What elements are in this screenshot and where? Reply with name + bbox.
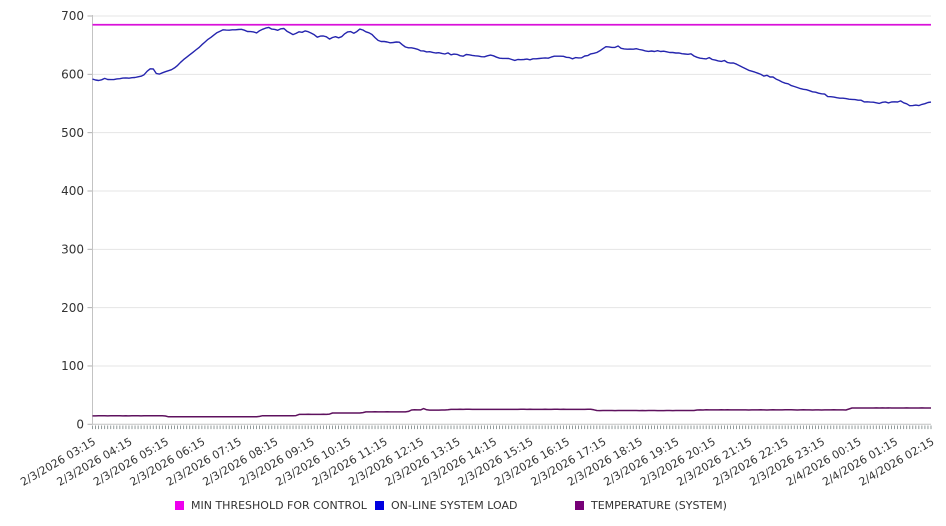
legend-label-online-system-load: ON-LINE SYSTEM LOAD [391, 498, 518, 512]
legend: MIN THRESHOLD FOR CONTROL ON-LINE SYSTEM… [0, 499, 946, 513]
y-axis-label: 200 [61, 301, 84, 315]
legend-label-temperature-system: TEMPERATURE (SYSTEM) [591, 498, 727, 512]
y-axis-label: 600 [61, 68, 84, 82]
legend-item-online-system-load[interactable]: ON-LINE SYSTEM LOAD [375, 498, 518, 512]
y-axis-label: 700 [61, 9, 84, 23]
y-axis-label: 0 [76, 418, 84, 432]
legend-item-min-threshold-for-control[interactable]: MIN THRESHOLD FOR CONTROL [175, 498, 367, 512]
legend-label-min-threshold: MIN THRESHOLD FOR CONTROL [191, 498, 367, 512]
y-axis-label: 300 [61, 243, 84, 257]
online-system-load-line [92, 26, 932, 107]
temperature-system-line [92, 407, 931, 418]
online-system-load-swatch-icon [375, 500, 384, 510]
y-axis-label: 400 [61, 184, 84, 198]
y-axis-label: 100 [61, 359, 84, 373]
y-axis-label: 500 [61, 126, 84, 140]
legend-item-temperature-system[interactable]: TEMPERATURE (SYSTEM) [575, 498, 727, 512]
min-threshold-swatch-icon [175, 500, 184, 510]
temperature-system-swatch-icon [575, 500, 584, 510]
